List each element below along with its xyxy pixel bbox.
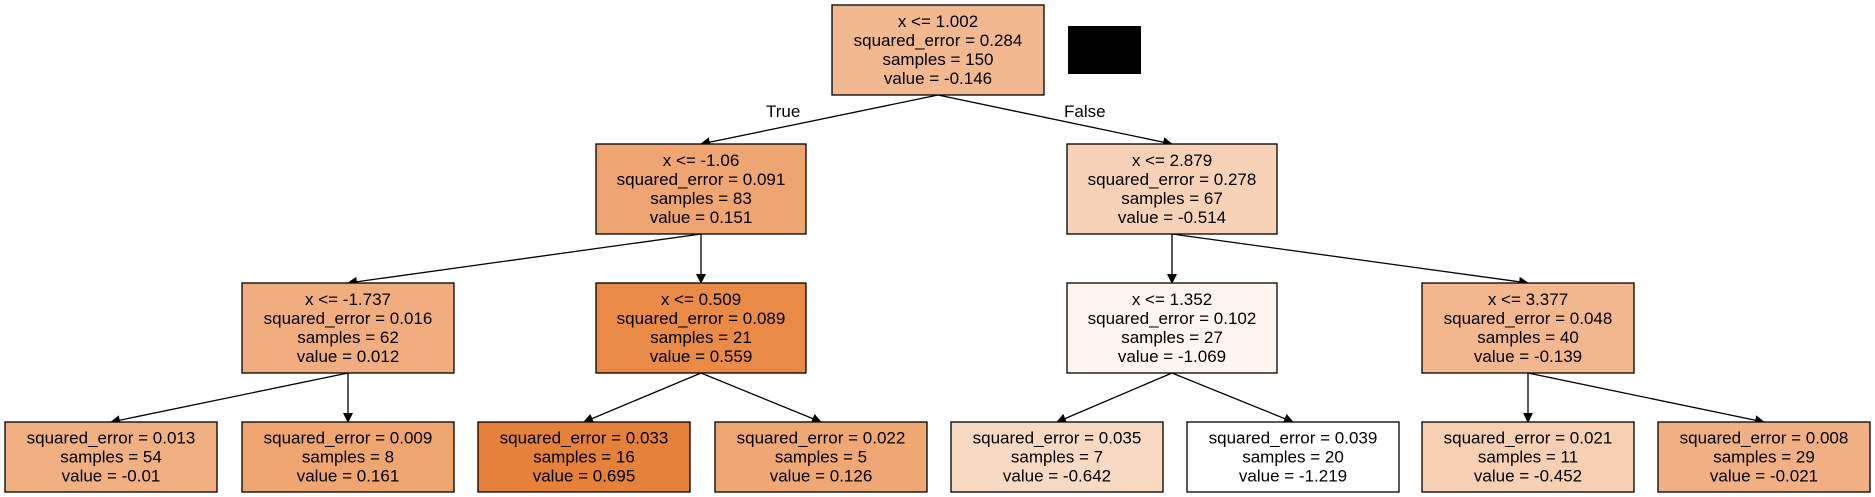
- node-line: x <= 1.002: [898, 12, 978, 31]
- edge-n6-n14: [1527, 372, 1765, 426]
- node-line: squared_error = 0.102: [1088, 309, 1257, 328]
- node-line: squared_error = 0.089: [617, 309, 786, 328]
- node-line: samples = 40: [1477, 328, 1579, 347]
- node-line: value = 0.126: [770, 467, 873, 486]
- node-line: value = 0.161: [297, 467, 400, 486]
- node-line: samples = 83: [650, 189, 752, 208]
- edges-layer: True False: [110, 94, 1765, 426]
- node-line: samples = 54: [60, 448, 162, 467]
- node-line: x <= -1.06: [663, 151, 740, 170]
- node-line: squared_error = 0.022: [737, 429, 906, 448]
- node-line: value = -0.139: [1474, 347, 1582, 366]
- node-line: squared_error = 0.035: [973, 429, 1142, 448]
- node-box: [1066, 143, 1278, 235]
- node-line: samples = 5: [775, 448, 867, 467]
- node-line: x <= -1.737: [305, 290, 391, 309]
- node-line: squared_error = 0.284: [854, 31, 1023, 50]
- node-box: [1421, 421, 1635, 493]
- node-line: value = 0.695: [533, 467, 636, 486]
- edge-n4-n10: [700, 372, 822, 424]
- node-box: [595, 143, 807, 235]
- node-line: value = -0.642: [1003, 467, 1111, 486]
- edge-n0-n1: [700, 94, 939, 148]
- node-box: [1186, 421, 1400, 493]
- node-line: squared_error = 0.016: [264, 309, 433, 328]
- node-line: value = -0.452: [1474, 467, 1582, 486]
- node-line: squared_error = 0.013: [27, 429, 196, 448]
- node-line: samples = 8: [302, 448, 394, 467]
- node-box: [714, 421, 928, 493]
- edge-n3-n7: [110, 372, 349, 426]
- node-line: value = 0.151: [650, 208, 753, 227]
- node-line: squared_error = 0.021: [1444, 429, 1613, 448]
- node-box: [477, 421, 691, 493]
- node-line: samples = 11: [1478, 448, 1578, 467]
- edge-n5-n12: [1171, 372, 1294, 424]
- node-line: squared_error = 0.033: [500, 429, 669, 448]
- edge-label-true: True: [766, 102, 800, 121]
- node-line: samples = 150: [882, 50, 993, 69]
- node-line: value = 0.012: [297, 347, 400, 366]
- node-line: squared_error = 0.009: [264, 429, 433, 448]
- node-line: value = -0.01: [62, 467, 161, 486]
- node-line: value = 0.559: [650, 347, 753, 366]
- node-line: x <= 3.377: [1488, 290, 1568, 309]
- node-box: [831, 4, 1045, 96]
- node-box: [1421, 282, 1635, 374]
- node-box: [1066, 282, 1278, 374]
- node-line: samples = 62: [297, 328, 399, 347]
- node-line: x <= 0.509: [661, 290, 741, 309]
- node-line: samples = 21: [650, 328, 752, 347]
- legend-swatch: [1068, 26, 1141, 74]
- edge-n4-n9: [583, 372, 702, 424]
- node-line: samples = 16: [533, 448, 635, 467]
- node-line: samples = 20: [1242, 448, 1344, 467]
- node-line: x <= 1.352: [1132, 290, 1212, 309]
- node-box: [4, 421, 218, 493]
- node-box: [1657, 421, 1871, 493]
- node-line: squared_error = 0.048: [1444, 309, 1613, 328]
- node-line: samples = 27: [1121, 328, 1223, 347]
- edge-n5-n11: [1056, 372, 1173, 424]
- node-line: value = -1.069: [1118, 347, 1226, 366]
- node-line: value = -1.219: [1239, 467, 1347, 486]
- node-box: [241, 282, 455, 374]
- node-line: value = -0.514: [1118, 208, 1226, 227]
- node-line: samples = 29: [1713, 448, 1815, 467]
- node-box: [595, 282, 807, 374]
- edge-n1-n3: [347, 233, 702, 287]
- node-line: value = -0.146: [884, 69, 992, 88]
- node-box: [241, 421, 455, 493]
- node-box: [950, 421, 1164, 493]
- edge-n0-n2: [937, 94, 1173, 148]
- node-line: squared_error = 0.008: [1680, 429, 1849, 448]
- node-line: squared_error = 0.091: [617, 170, 786, 189]
- edge-n2-n6: [1171, 233, 1529, 287]
- node-line: squared_error = 0.039: [1209, 429, 1378, 448]
- node-line: samples = 7: [1011, 448, 1103, 467]
- node-line: value = -0.021: [1710, 467, 1818, 486]
- node-line: samples = 67: [1121, 189, 1223, 208]
- edge-label-false: False: [1064, 102, 1106, 121]
- node-line: squared_error = 0.278: [1088, 170, 1257, 189]
- node-line: x <= 2.879: [1132, 151, 1212, 170]
